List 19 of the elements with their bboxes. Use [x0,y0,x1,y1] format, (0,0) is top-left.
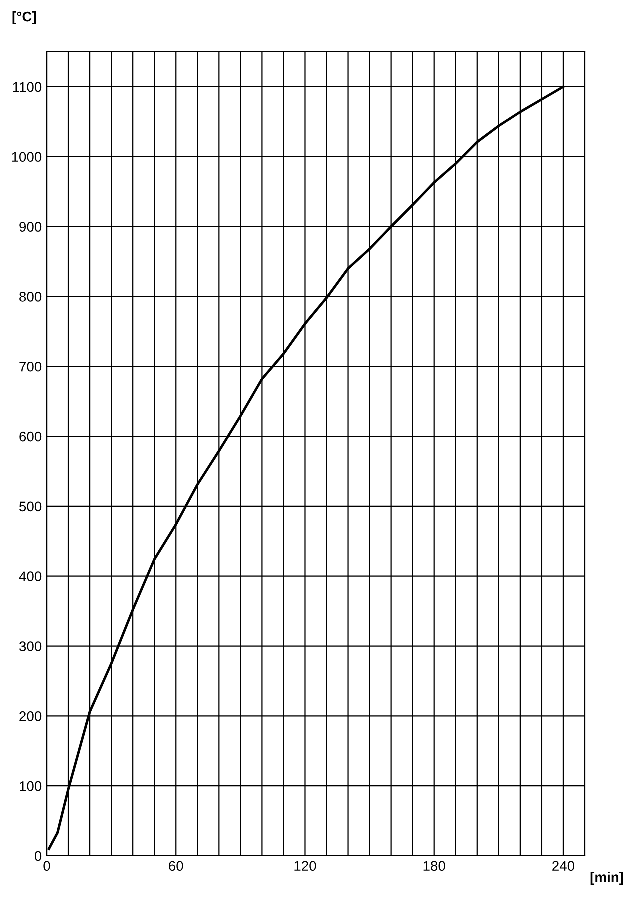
y-tick-label: 500 [20,502,42,512]
y-tick-label: 300 [20,642,42,652]
y-tick-label: 0 [34,851,42,862]
x-tick-label: 120 [294,861,316,872]
y-axis-title: [°C] [12,12,36,24]
x-axis-title: [min] [590,872,624,886]
y-tick-label: 400 [19,572,42,582]
y-tick-label: 100 [20,781,42,792]
y-tick-label: 1100 [13,82,42,92]
y-tick-label: 1000 [12,152,42,162]
y-tick-label: 800 [20,292,42,302]
x-tick-label: 240 [552,861,575,872]
y-tick-label: 700 [20,362,42,372]
y-tick-label: 200 [20,712,42,722]
y-tick-label: 900 [20,222,42,232]
x-tick-label: 60 [169,861,184,872]
x-tick-label: 180 [424,861,446,872]
x-tick-label: 0 [44,861,50,872]
y-tick-label: 600 [20,432,42,442]
